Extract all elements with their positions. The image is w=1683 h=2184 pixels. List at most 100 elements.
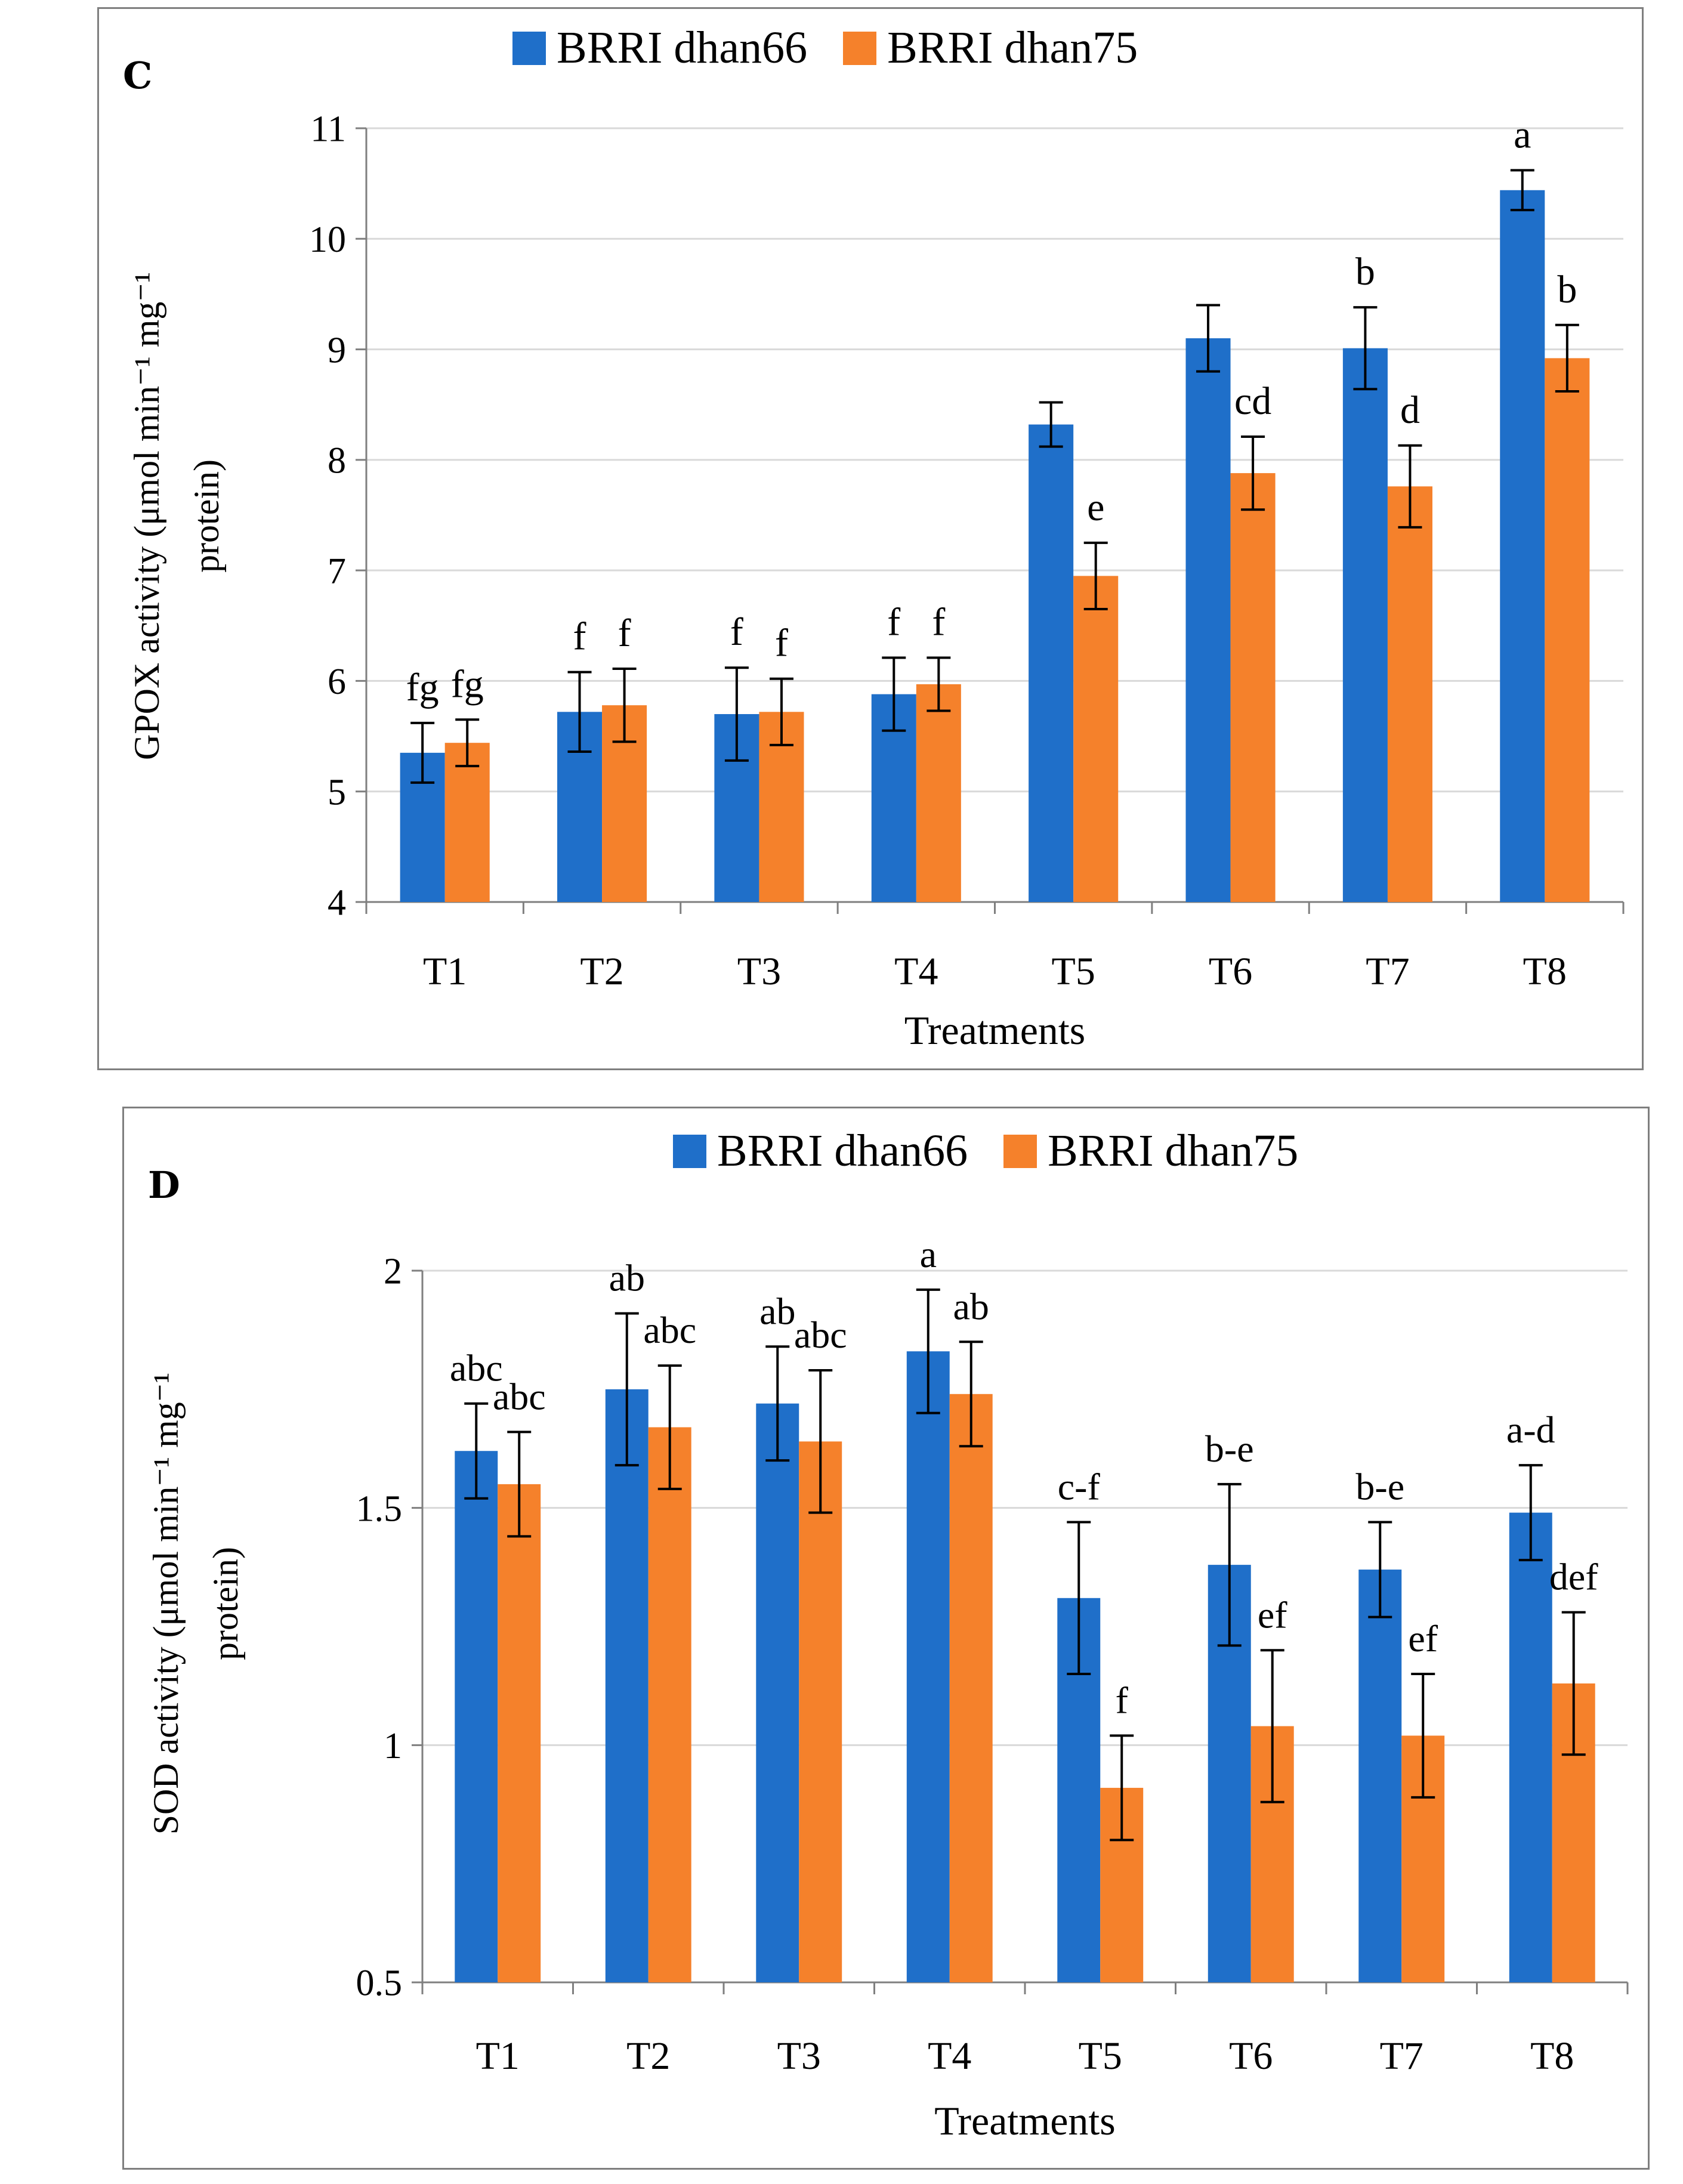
y-axis-title: GPOX activity (μmol min⁻¹ mg⁻¹: [127, 272, 166, 760]
x-tick-label: T8: [1530, 2034, 1574, 2078]
x-tick-label: T7: [1366, 950, 1409, 993]
significance-letter: b-e: [1205, 1428, 1254, 1470]
y-tick-label: 2: [384, 1252, 402, 1292]
bar-brri-dhan66: [1500, 190, 1545, 902]
legend-item-dhan75: BRRI dhan75: [843, 22, 1138, 74]
y-tick-label: 10: [309, 220, 346, 260]
legend-swatch-dhan66: [512, 31, 546, 65]
legend-d: BRRI dhan66 BRRI dhan75: [673, 1125, 1298, 1177]
x-tick-label: T1: [423, 950, 467, 993]
x-tick-label: T7: [1380, 2034, 1423, 2078]
significance-letter: ab: [953, 1285, 989, 1327]
panel-c: C BRRI dhan66 BRRI dhan75 4 5 6 7 8 9 10 11 T1 T2…: [97, 7, 1644, 1070]
significance-letter: cd: [1234, 379, 1271, 423]
x-axis-title: Treatments: [904, 1008, 1085, 1053]
significance-letter: f: [618, 611, 631, 655]
y-tick-label: 9: [328, 330, 346, 370]
panel-label-c: C: [123, 54, 153, 97]
legend-swatch-dhan66: [673, 1134, 706, 1168]
legend-c: BRRI dhan66 BRRI dhan75: [512, 22, 1138, 74]
bar-brri-dhan66: [1342, 348, 1388, 902]
x-tick-label: T2: [626, 2034, 670, 2078]
y-tick-label: 8: [328, 441, 346, 481]
significance-letter: f: [1116, 1679, 1129, 1721]
significance-letter: abc: [450, 1347, 503, 1389]
significance-letter: abc: [643, 1309, 696, 1351]
significance-letter: def: [1549, 1556, 1598, 1598]
y-axis-title: protein): [206, 1547, 245, 1660]
y-tick-label: 0.5: [356, 1963, 403, 2004]
significance-letter: ab: [759, 1290, 795, 1332]
significance-letter: fg: [406, 666, 439, 709]
y-tick-label: 1: [384, 1726, 402, 1766]
bar-brri-dhan75: [498, 1484, 541, 1982]
significance-letter: abc: [794, 1314, 847, 1356]
significance-letter: b: [1557, 268, 1577, 311]
x-tick-label: T1: [476, 2034, 520, 2078]
panel-label-d: D: [148, 1163, 180, 1207]
y-tick-label: 6: [328, 662, 346, 702]
bar-brri-dhan75: [1073, 576, 1119, 902]
y-tick-label: 7: [328, 551, 346, 592]
significance-letter: d: [1400, 388, 1420, 432]
significance-letter: fg: [451, 662, 484, 706]
bar-brri-dhan75: [444, 743, 490, 902]
legend-swatch-dhan75: [843, 31, 877, 65]
significance-letter: e: [1087, 486, 1104, 529]
bar-brri-dhan66: [1185, 338, 1231, 902]
significance-letter: b-e: [1355, 1466, 1404, 1508]
legend-item-dhan66: BRRI dhan66: [673, 1125, 968, 1177]
x-tick-label: T8: [1523, 950, 1567, 993]
bar-brri-dhan66: [756, 1403, 799, 1982]
y-tick-label: 11: [310, 109, 346, 150]
y-axis-title: SOD activity (μmol min⁻¹ mg⁻¹: [146, 1373, 186, 1835]
y-tick-label: 4: [328, 883, 346, 923]
x-tick-label: T5: [1052, 950, 1095, 993]
significance-letter: f: [887, 601, 900, 644]
significance-letter: b: [1355, 250, 1375, 294]
significance-letter: ef: [1258, 1593, 1287, 1636]
legend-swatch-dhan75: [1003, 1134, 1037, 1168]
bar-brri-dhan66: [1029, 424, 1074, 902]
significance-letter: ef: [1408, 1617, 1438, 1660]
bar-brri-dhan75: [1545, 358, 1590, 902]
bar-brri-dhan66: [1509, 1512, 1552, 1982]
bar-brri-dhan75: [648, 1427, 691, 1982]
x-tick-label: T6: [1229, 2034, 1273, 2078]
significance-letter: f: [932, 601, 945, 644]
x-tick-label: T4: [894, 950, 938, 993]
significance-letter: a-d: [1506, 1408, 1555, 1451]
legend-label-dhan66: BRRI dhan66: [717, 1126, 968, 1176]
significance-letter: a: [920, 1233, 937, 1275]
bar-brri-dhan75: [1230, 473, 1276, 902]
x-axis-title: Treatments: [934, 2098, 1115, 2143]
significance-letter: f: [573, 615, 586, 659]
x-tick-label: T5: [1079, 2034, 1122, 2078]
bar-brri-dhan75: [799, 1441, 842, 1982]
bar-brri-dhan66: [455, 1451, 498, 1982]
significance-letter: a: [1514, 113, 1531, 156]
y-tick-label: 5: [328, 772, 346, 813]
bar-brri-dhan75: [1387, 486, 1432, 902]
legend-label-dhan75: BRRI dhan75: [1048, 1126, 1299, 1176]
bar-brri-dhan66: [605, 1389, 649, 1982]
bar-brri-dhan66: [1358, 1570, 1402, 1982]
x-tick-label: T2: [580, 950, 623, 993]
significance-letter: ab: [609, 1257, 645, 1299]
legend-label-dhan66: BRRI dhan66: [557, 23, 808, 73]
x-tick-label: T4: [928, 2034, 971, 2078]
bar-brri-dhan66: [906, 1351, 950, 1982]
y-axis-title: protein): [187, 459, 226, 573]
panel-d: D BRRI dhan66 BRRI dhan75 0.5 1 1.5 2 T1 T2 T3…: [122, 1107, 1650, 2170]
y-tick-label: 1.5: [356, 1488, 403, 1529]
legend-item-dhan75: BRRI dhan75: [1003, 1125, 1298, 1177]
significance-letter: f: [730, 610, 743, 654]
significance-letter: f: [775, 622, 788, 665]
significance-letter: c-f: [1058, 1466, 1101, 1508]
x-tick-label: T3: [737, 950, 781, 993]
bar-brri-dhan75: [949, 1394, 993, 1982]
legend-item-dhan66: BRRI dhan66: [512, 22, 807, 74]
x-tick-label: T6: [1209, 950, 1252, 993]
